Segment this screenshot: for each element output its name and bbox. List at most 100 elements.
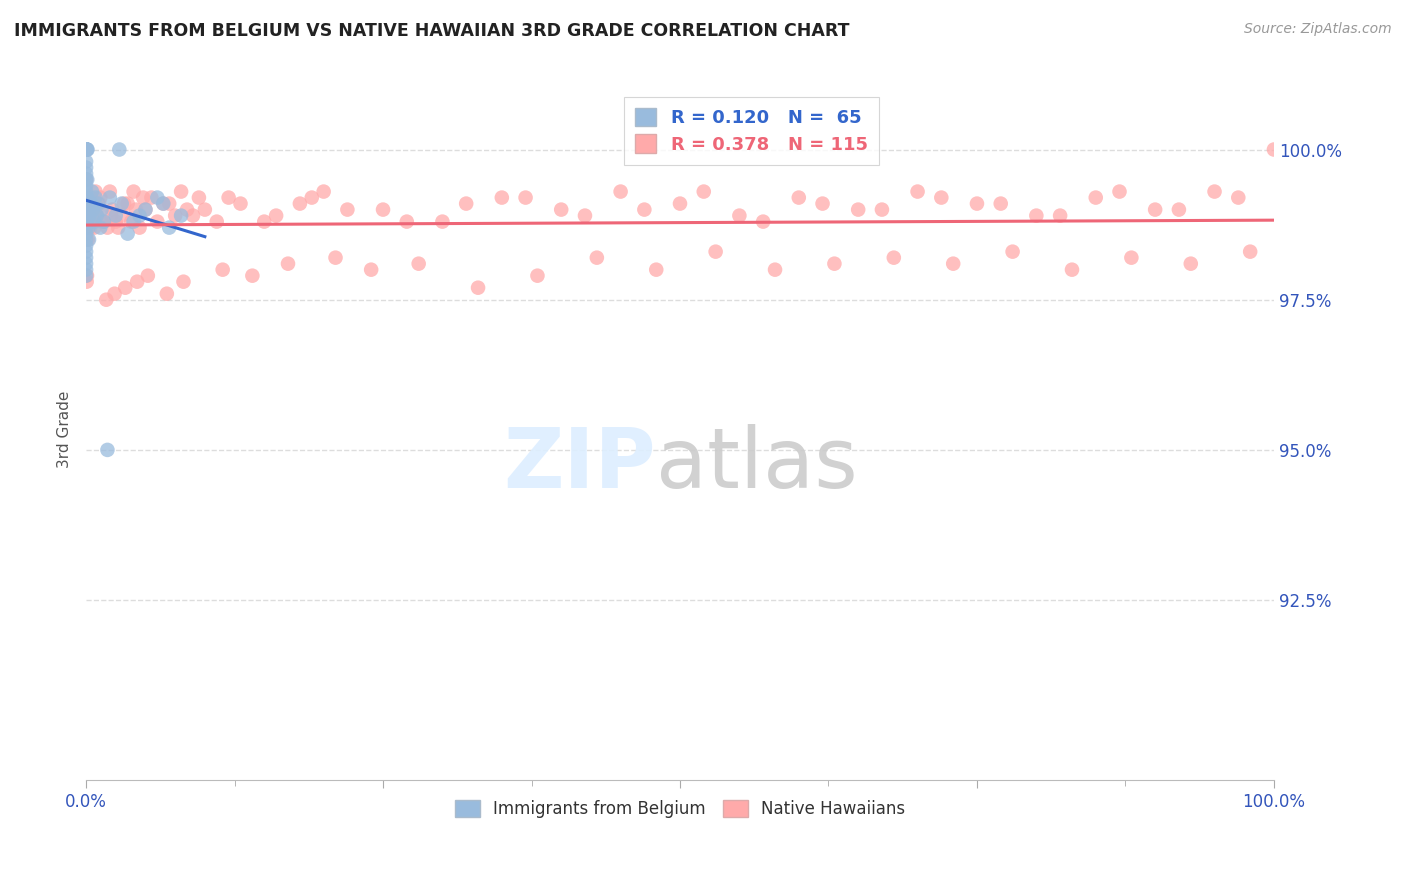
Point <box>550 202 572 217</box>
Point <box>146 191 169 205</box>
Point <box>87 196 110 211</box>
Point <box>108 143 131 157</box>
Point <box>574 209 596 223</box>
Point <box>152 196 174 211</box>
Point <box>77 202 100 217</box>
Point <box>76 143 98 157</box>
Point <box>990 196 1012 211</box>
Point <box>101 202 124 217</box>
Point <box>111 196 134 211</box>
Point <box>75 191 97 205</box>
Point <box>75 161 97 175</box>
Point <box>80 209 103 223</box>
Point <box>288 196 311 211</box>
Point <box>336 202 359 217</box>
Point <box>75 185 97 199</box>
Point <box>104 214 127 228</box>
Point <box>456 196 478 211</box>
Point <box>75 154 97 169</box>
Point <box>75 257 97 271</box>
Point <box>89 220 111 235</box>
Point <box>669 196 692 211</box>
Point <box>76 172 98 186</box>
Point <box>76 196 98 211</box>
Point <box>75 143 97 157</box>
Point <box>1121 251 1143 265</box>
Point <box>787 191 810 205</box>
Point <box>127 275 149 289</box>
Point <box>96 442 118 457</box>
Point <box>96 293 118 307</box>
Point <box>75 143 97 157</box>
Point <box>211 262 233 277</box>
Point <box>80 191 103 205</box>
Point <box>75 143 97 157</box>
Point <box>132 191 155 205</box>
Point <box>907 185 929 199</box>
Point <box>264 209 287 223</box>
Point <box>76 220 98 235</box>
Point <box>170 185 193 199</box>
Point <box>86 209 108 223</box>
Point <box>172 275 194 289</box>
Point <box>98 185 121 199</box>
Point <box>125 202 148 217</box>
Point <box>395 214 418 228</box>
Point <box>146 214 169 228</box>
Point <box>98 191 121 205</box>
Point <box>76 268 98 283</box>
Point <box>117 196 139 211</box>
Point <box>75 167 97 181</box>
Point <box>586 251 609 265</box>
Point <box>80 185 103 199</box>
Point <box>134 202 156 217</box>
Point <box>76 143 98 157</box>
Point <box>253 214 276 228</box>
Point <box>75 143 97 157</box>
Point <box>90 214 112 228</box>
Y-axis label: 3rd Grade: 3rd Grade <box>58 390 72 467</box>
Point <box>103 286 125 301</box>
Point <box>76 191 98 205</box>
Point <box>75 191 97 205</box>
Point <box>526 268 548 283</box>
Point <box>360 262 382 277</box>
Point <box>883 251 905 265</box>
Point <box>312 185 335 199</box>
Point <box>93 214 115 228</box>
Point <box>75 143 97 157</box>
Point <box>157 196 180 211</box>
Point <box>157 220 180 235</box>
Point <box>1060 262 1083 277</box>
Point <box>728 209 751 223</box>
Point <box>432 214 454 228</box>
Point <box>408 257 430 271</box>
Point <box>77 214 100 228</box>
Point <box>194 202 217 217</box>
Point <box>75 143 97 157</box>
Point <box>152 196 174 211</box>
Point <box>1180 257 1202 271</box>
Point <box>79 209 101 223</box>
Point <box>1144 202 1167 217</box>
Point <box>1167 202 1189 217</box>
Point <box>763 262 786 277</box>
Point <box>120 214 142 228</box>
Point <box>1001 244 1024 259</box>
Point <box>122 185 145 199</box>
Point <box>87 202 110 217</box>
Point <box>823 257 845 271</box>
Point <box>75 227 97 241</box>
Point <box>141 191 163 205</box>
Point <box>82 202 104 217</box>
Point <box>77 209 100 223</box>
Point <box>89 196 111 211</box>
Legend: Immigrants from Belgium, Native Hawaiians: Immigrants from Belgium, Native Hawaiian… <box>449 793 911 825</box>
Point <box>218 191 240 205</box>
Point <box>75 172 97 186</box>
Point <box>76 214 98 228</box>
Point <box>156 286 179 301</box>
Point <box>846 202 869 217</box>
Point <box>645 262 668 277</box>
Point <box>75 244 97 259</box>
